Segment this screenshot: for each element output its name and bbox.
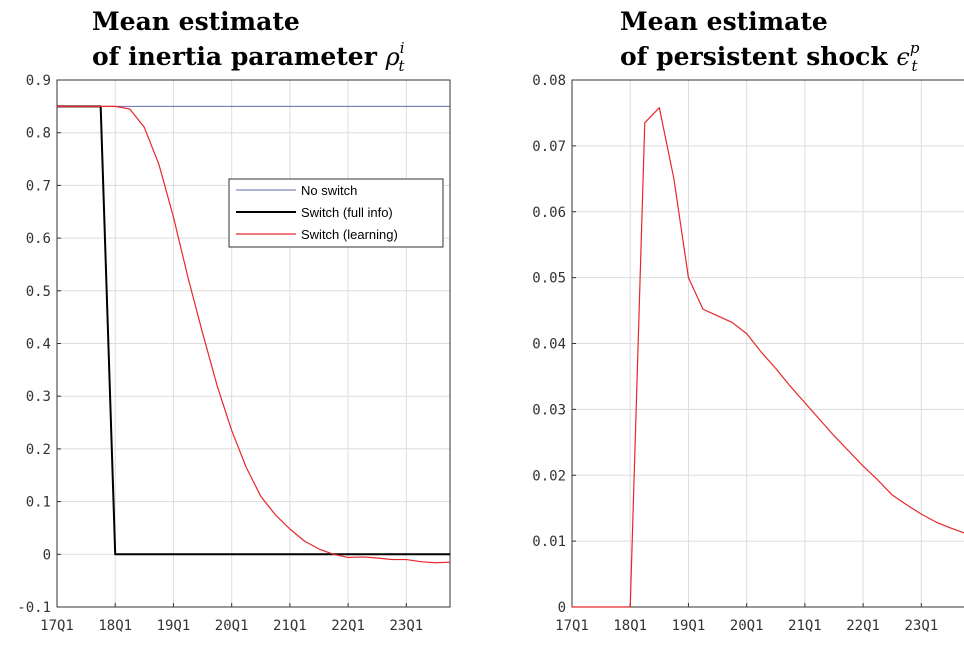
right-title-prefix: of persistent shock <box>620 42 896 71</box>
left-y-tick-label: 0.7 <box>26 178 51 194</box>
right-x-tick-label: 19Q1 <box>672 618 706 634</box>
left-series-line-switch-full-info <box>57 105 450 556</box>
right-x-tick-label: 23Q1 <box>904 618 938 634</box>
right-y-tick-label: 0 <box>558 600 566 616</box>
left-tick-labels: 17Q1 18Q1 19Q1 20Q1 21Q1 22Q1 23Q1 -0.1 0 0.1 0.2 0… <box>17 73 423 634</box>
left-y-tick-label: 0.1 <box>26 495 51 511</box>
right-y-tick-label: 0.07 <box>532 139 566 155</box>
left-y-tick-label: 0 <box>43 547 51 563</box>
left-title-prefix: of inertia parameter <box>92 42 386 71</box>
left-grid <box>56 79 450 608</box>
left-title-line1: Mean estimate <box>92 7 300 36</box>
right-x-tick-label: 21Q1 <box>788 618 822 634</box>
left-x-tick-label: 17Q1 <box>40 618 74 634</box>
left-series <box>57 105 451 564</box>
left-x-tick-label: 20Q1 <box>215 618 249 634</box>
left-title-subscript: t <box>399 57 406 75</box>
right-y-tick-label: 0.02 <box>532 468 566 484</box>
right-y-tick-label: 0.04 <box>532 337 566 353</box>
legend-label-no-switch: No switch <box>301 183 357 198</box>
right-title-superscript: p <box>910 39 920 57</box>
left-series-line-switch-learning <box>57 105 451 564</box>
chart-left: Mean estimate of inertia parameter ρi t 1… <box>17 7 451 634</box>
left-y-tick-label: 0.3 <box>26 389 51 405</box>
left-y-tick-label: 0.4 <box>26 337 51 353</box>
legend-label-switch-learning: Switch (learning) <box>301 227 398 242</box>
right-title-line2: of persistent shock ϵp t <box>620 39 920 75</box>
left-y-tick-label: 0.9 <box>26 73 51 89</box>
right-y-tick-label: 0.05 <box>532 271 566 287</box>
left-x-tick-label: 23Q1 <box>389 618 423 634</box>
right-y-tick-label: 0.03 <box>532 402 566 418</box>
left-x-tick-label: 19Q1 <box>157 618 191 634</box>
left-title-symbol: ρ <box>385 43 400 71</box>
left-y-tick-label: 0.5 <box>26 284 51 300</box>
left-title-line2: of inertia parameter ρi t <box>92 39 406 75</box>
left-x-tick-label: 18Q1 <box>98 618 132 634</box>
right-tick-labels: 17Q1 18Q1 19Q1 20Q1 21Q1 22Q1 23Q1 0 0.01 0.02 0.0… <box>532 73 938 634</box>
left-y-tick-label: 0.6 <box>26 231 51 247</box>
left-y-tick-label: 0.8 <box>26 126 51 142</box>
right-title-line1: Mean estimate <box>620 7 828 36</box>
right-x-tick-label: 18Q1 <box>613 618 647 634</box>
left-x-tick-label: 22Q1 <box>331 618 365 634</box>
left-title-superscript: i <box>400 39 405 57</box>
left-y-tick-label: -0.1 <box>17 600 51 616</box>
legend-label-switch-full-info: Switch (full info) <box>301 205 393 220</box>
right-series <box>572 107 964 608</box>
right-y-tick-label: 0.06 <box>532 205 566 221</box>
right-y-tick-label: 0.08 <box>532 73 566 89</box>
right-x-tick-label: 22Q1 <box>846 618 880 634</box>
right-grid <box>571 79 964 608</box>
right-series-line-series <box>572 107 964 608</box>
right-title-symbol: ϵ <box>896 43 909 71</box>
right-x-tick-label: 20Q1 <box>730 618 764 634</box>
right-title-subscript: t <box>911 57 918 75</box>
legend: No switch Switch (full info) Switch (lea… <box>228 178 444 248</box>
left-x-tick-label: 21Q1 <box>273 618 307 634</box>
right-y-tick-label: 0.01 <box>532 534 566 550</box>
chart-right: Mean estimate of persistent shock ϵp t 17… <box>532 7 964 634</box>
right-x-tick-label: 17Q1 <box>555 618 589 634</box>
left-y-tick-label: 0.2 <box>26 442 51 458</box>
